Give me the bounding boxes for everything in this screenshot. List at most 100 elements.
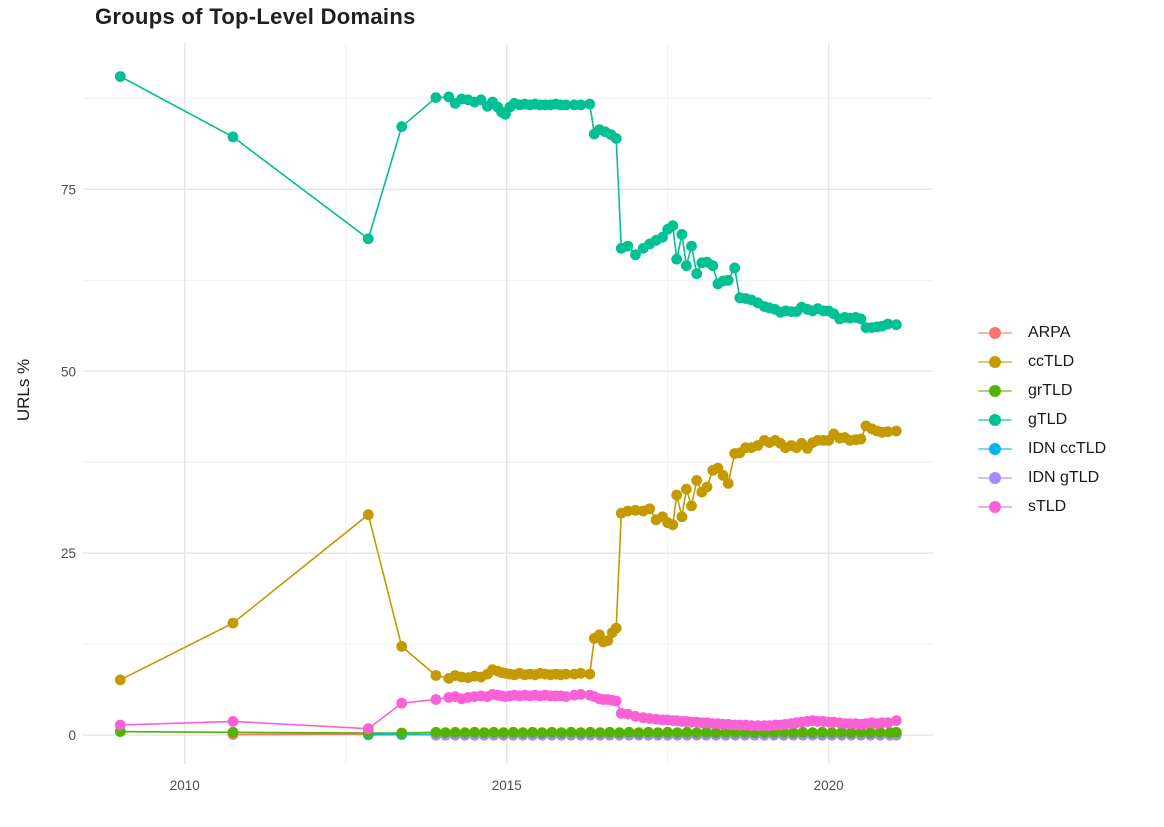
data-point (623, 726, 635, 738)
data-point (681, 260, 692, 272)
legend-label: IDN ccTLD (1028, 439, 1107, 457)
data-point (517, 727, 529, 739)
data-point (546, 726, 558, 738)
data-point (560, 99, 572, 111)
data-point (652, 727, 664, 739)
data-point (717, 470, 729, 481)
legend-label: IDN gTLD (1028, 468, 1100, 486)
data-point (227, 726, 239, 738)
data-point (449, 726, 461, 738)
data-point (396, 697, 408, 709)
data-point (556, 727, 567, 739)
y-tick-label: 75 (61, 182, 76, 197)
data-point (469, 726, 480, 738)
legend-label: ccTLD (1028, 352, 1075, 370)
data-point (855, 726, 867, 738)
data-point (565, 726, 577, 738)
data-point (610, 133, 622, 144)
data-point (630, 249, 641, 261)
data-point (710, 727, 722, 739)
legend-item-arpa: ARPA (978, 322, 1106, 343)
data-point (227, 716, 239, 727)
data-point (362, 723, 374, 735)
legend-item-idn-cctld: IDN ccTLD (978, 438, 1106, 459)
data-point (614, 727, 625, 739)
data-point (874, 726, 886, 738)
data-point (594, 727, 606, 739)
data-point (686, 500, 697, 512)
legend-item-grtld: grTLD (978, 380, 1106, 401)
legend-label: ARPA (1028, 323, 1071, 341)
data-point (227, 131, 239, 143)
data-point (681, 726, 693, 738)
legend-label: grTLD (1028, 381, 1073, 399)
data-point (585, 726, 596, 738)
data-point (396, 727, 408, 739)
data-point (707, 260, 719, 272)
data-point (536, 727, 548, 739)
data-point (882, 717, 894, 729)
data-point (672, 727, 683, 739)
data-point (575, 99, 587, 111)
data-point (686, 240, 697, 252)
data-point (845, 727, 857, 739)
data-point (691, 268, 703, 280)
data-point (865, 727, 876, 739)
y-tick-label: 50 (61, 364, 76, 379)
legend-key-icon (978, 322, 1012, 343)
legend-key-icon (978, 351, 1012, 372)
data-point (671, 489, 683, 501)
series-grtld (114, 726, 902, 739)
y-tick-label: 0 (68, 728, 76, 743)
legend-label: sTLD (1028, 497, 1067, 515)
data-point (575, 689, 587, 700)
data-point (459, 727, 471, 739)
data-point (396, 121, 408, 133)
chart-title: Groups of Top-Level Domains (95, 4, 416, 29)
data-point (396, 641, 408, 652)
legend-item-cctld: ccTLD (978, 351, 1106, 372)
data-point (667, 519, 679, 531)
legend-key-icon (978, 496, 1012, 517)
data-point (227, 617, 239, 629)
data-point (114, 674, 126, 686)
data-point (890, 319, 902, 331)
data-point (575, 727, 587, 739)
legend-item-stld: sTLD (978, 496, 1106, 517)
data-point (787, 727, 799, 739)
data-point (676, 511, 688, 523)
data-point (584, 668, 596, 680)
legend-key-icon (978, 438, 1012, 459)
data-point (691, 475, 703, 486)
data-point (826, 727, 838, 739)
data-point (430, 726, 442, 738)
data-point (440, 727, 451, 739)
data-point (836, 726, 847, 738)
data-point (797, 726, 809, 738)
data-point (622, 240, 634, 252)
data-point (676, 229, 688, 240)
data-point (667, 220, 679, 232)
data-point (488, 726, 500, 738)
series-stld (114, 689, 902, 735)
x-tick-label: 2020 (814, 778, 844, 793)
data-point (816, 726, 828, 738)
y-tick-label: 25 (61, 546, 76, 561)
legend-key-icon (978, 380, 1012, 401)
data-point (722, 478, 734, 489)
data-point (855, 313, 867, 325)
legend-item-gtld: gTLD (978, 409, 1106, 430)
data-point (882, 426, 894, 438)
data-point (700, 726, 712, 738)
x-tick-label: 2010 (170, 778, 200, 793)
legend-key-icon (978, 467, 1012, 488)
data-point (602, 635, 614, 646)
data-point (610, 622, 622, 634)
data-point (430, 694, 442, 705)
data-point (114, 71, 126, 82)
data-point (657, 231, 668, 243)
data-point (644, 503, 656, 515)
data-point (114, 719, 126, 731)
